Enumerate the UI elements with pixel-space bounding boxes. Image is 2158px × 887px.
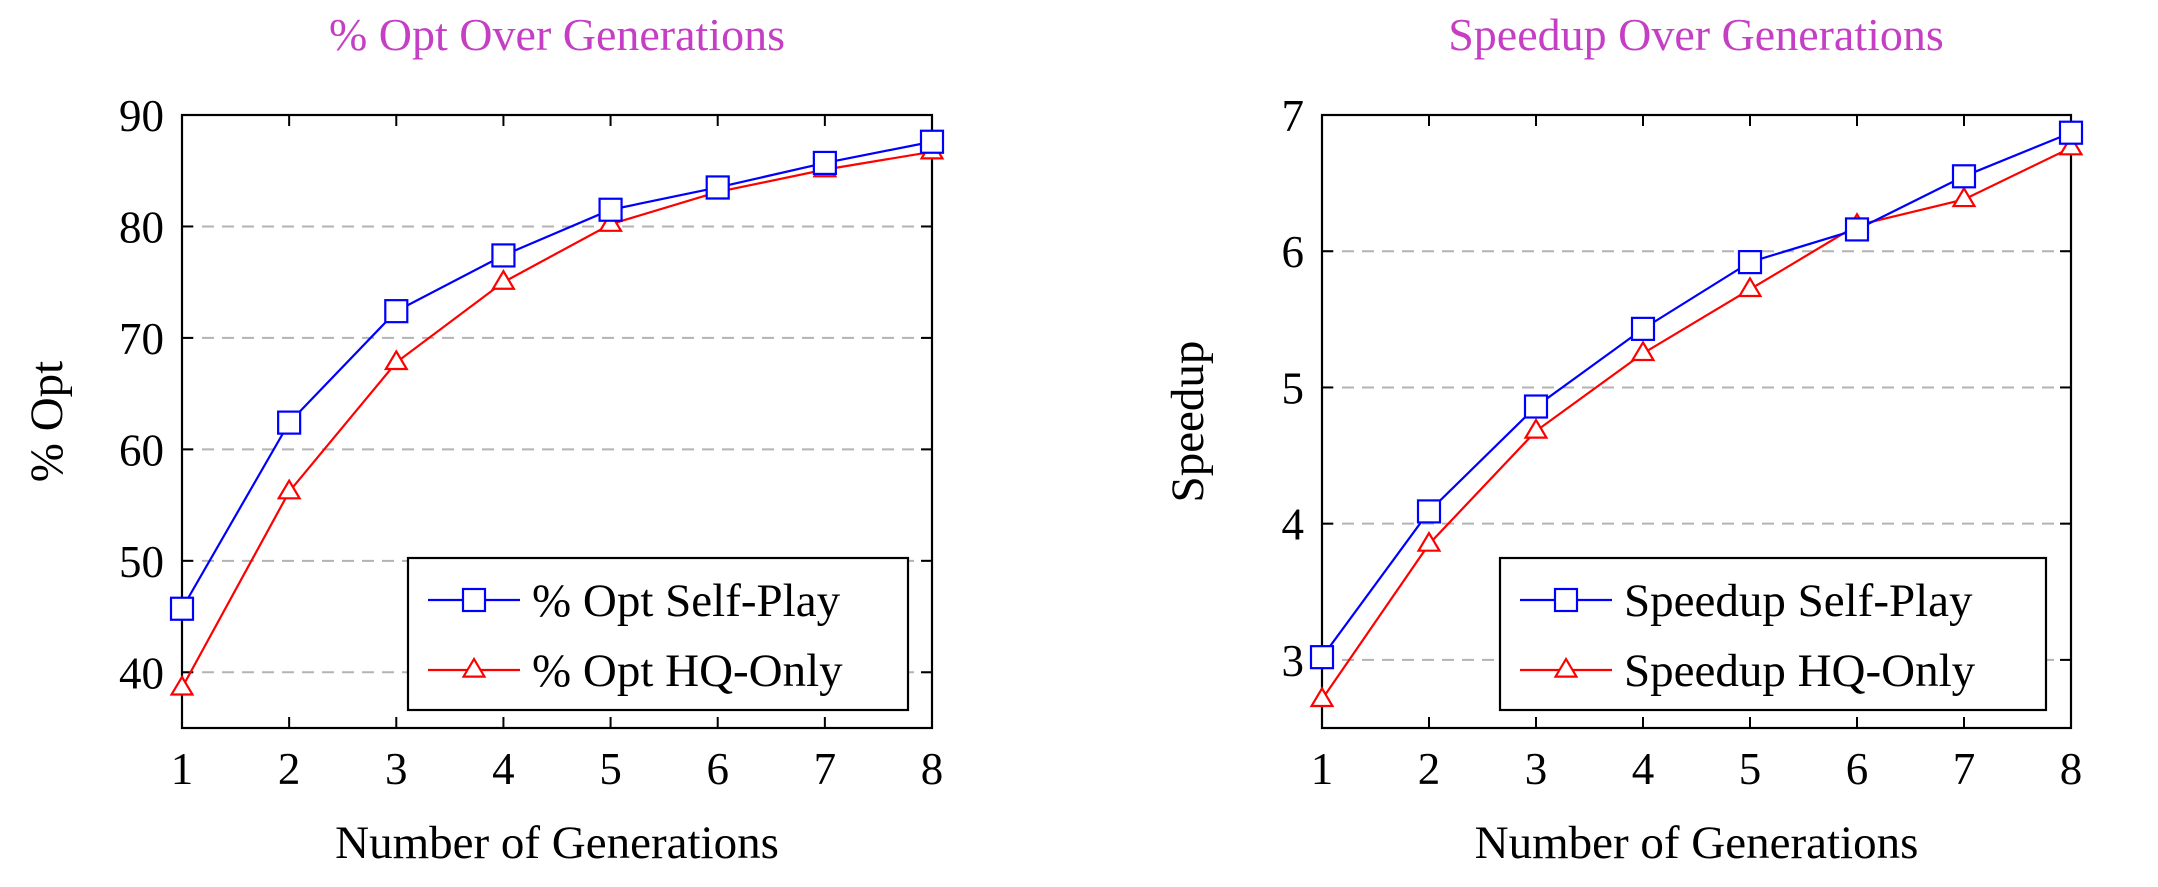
y-tick-label: 3	[1282, 636, 1305, 686]
x-tick-label: 3	[385, 744, 408, 794]
x-tick-label: 4	[1632, 744, 1655, 794]
legend-label: % Opt HQ-Only	[532, 645, 843, 697]
legend-marker	[1553, 587, 1579, 613]
data-point	[1630, 316, 1656, 341]
legend-marker	[461, 656, 487, 678]
y-tick-label: 80	[119, 202, 164, 252]
data-point	[1309, 645, 1335, 670]
data-point	[383, 349, 409, 371]
data-point	[919, 129, 945, 154]
y-tick-label: 70	[119, 314, 164, 364]
data-point	[1309, 686, 1335, 708]
data-point	[812, 150, 837, 176]
plot-frame	[180, 113, 934, 730]
x-tick-label: 1	[1311, 744, 1334, 794]
legend-label: % Opt Self-Play	[532, 575, 841, 627]
y-tick-label: 7	[1282, 91, 1305, 141]
chart-1: % Opt Over Generations 1 2 3 4 5 6 7 8 40 50 60 70 80…	[21, 9, 945, 869]
legend-box	[406, 556, 910, 712]
data-point	[277, 410, 302, 435]
series-line	[1321, 146, 2072, 701]
data-point	[1416, 499, 1442, 524]
chart-title: Speedup Over Generations	[1448, 9, 1944, 60]
data-point	[1737, 276, 1763, 298]
legend-label: Speedup Self-Play	[1624, 575, 1973, 627]
x-tick-label: 6	[706, 744, 729, 794]
data-point	[705, 175, 730, 200]
chart-title: % Opt Over Generations	[329, 9, 785, 60]
data-point	[491, 243, 516, 268]
data-point	[384, 299, 409, 324]
legend-label: Speedup HQ-Only	[1624, 645, 1976, 697]
x-tick-label: 7	[814, 744, 837, 794]
data-point	[1844, 217, 1870, 242]
x-tick-label: 8	[921, 744, 944, 794]
data-point	[1737, 250, 1763, 275]
x-tick-label: 5	[599, 744, 622, 794]
data-point	[2058, 134, 2084, 156]
data-point	[276, 478, 302, 500]
series-self-play	[169, 129, 945, 621]
x-tick-label: 6	[1846, 744, 1869, 794]
legend-box	[1498, 556, 2048, 712]
series-line	[181, 150, 933, 689]
data-point	[1416, 530, 1442, 552]
data-point	[1951, 164, 1977, 189]
x-axis-label: Number of Generations	[1475, 817, 1919, 869]
y-tick-label: 5	[1282, 363, 1305, 413]
y-axis-label: Speedup	[1162, 341, 1214, 503]
series-line	[1321, 131, 2072, 658]
y-tick-label: 60	[119, 425, 164, 475]
y-tick-label: 40	[119, 648, 164, 698]
x-tick-label: 4	[492, 744, 515, 794]
y-tick-label: 6	[1282, 227, 1305, 277]
legend: % Opt Self-Play % Opt HQ-Only	[406, 556, 910, 712]
x-tick-label: 5	[1739, 744, 1762, 794]
x-tick-label: 8	[2060, 744, 2083, 794]
data-point	[169, 674, 195, 696]
series-hq-only	[1309, 134, 2084, 708]
legend-marker	[1553, 656, 1579, 678]
data-point	[169, 596, 195, 621]
chart-2: Speedup Over Generations 1 2 3 4 5 6 7 8 3 4 5 6 7 Num…	[1162, 9, 2084, 869]
x-tick-label: 2	[1418, 744, 1441, 794]
series-line	[181, 140, 933, 610]
legend-marker	[461, 587, 487, 613]
y-tick-label: 90	[119, 91, 164, 141]
data-point	[598, 197, 623, 222]
y-tick-label: 50	[119, 537, 164, 587]
data-point	[1523, 417, 1549, 439]
y-axis-label: % Opt	[21, 361, 73, 482]
data-point	[1951, 186, 1977, 208]
y-tick-label: 4	[1282, 500, 1305, 550]
data-point	[1630, 340, 1656, 362]
data-point	[491, 269, 516, 290]
x-tick-label: 7	[1953, 744, 1976, 794]
plot-frame	[1320, 113, 2073, 730]
x-axis-label: Number of Generations	[335, 817, 779, 869]
x-tick-label: 1	[171, 744, 194, 794]
data-point	[598, 211, 623, 232]
data-point	[1523, 394, 1549, 419]
series-self-play	[1309, 120, 2084, 670]
x-tick-label: 2	[278, 744, 301, 794]
data-point	[2058, 120, 2084, 145]
x-tick-label: 3	[1525, 744, 1548, 794]
legend: Speedup Self-Play Speedup HQ-Only	[1498, 556, 2048, 712]
